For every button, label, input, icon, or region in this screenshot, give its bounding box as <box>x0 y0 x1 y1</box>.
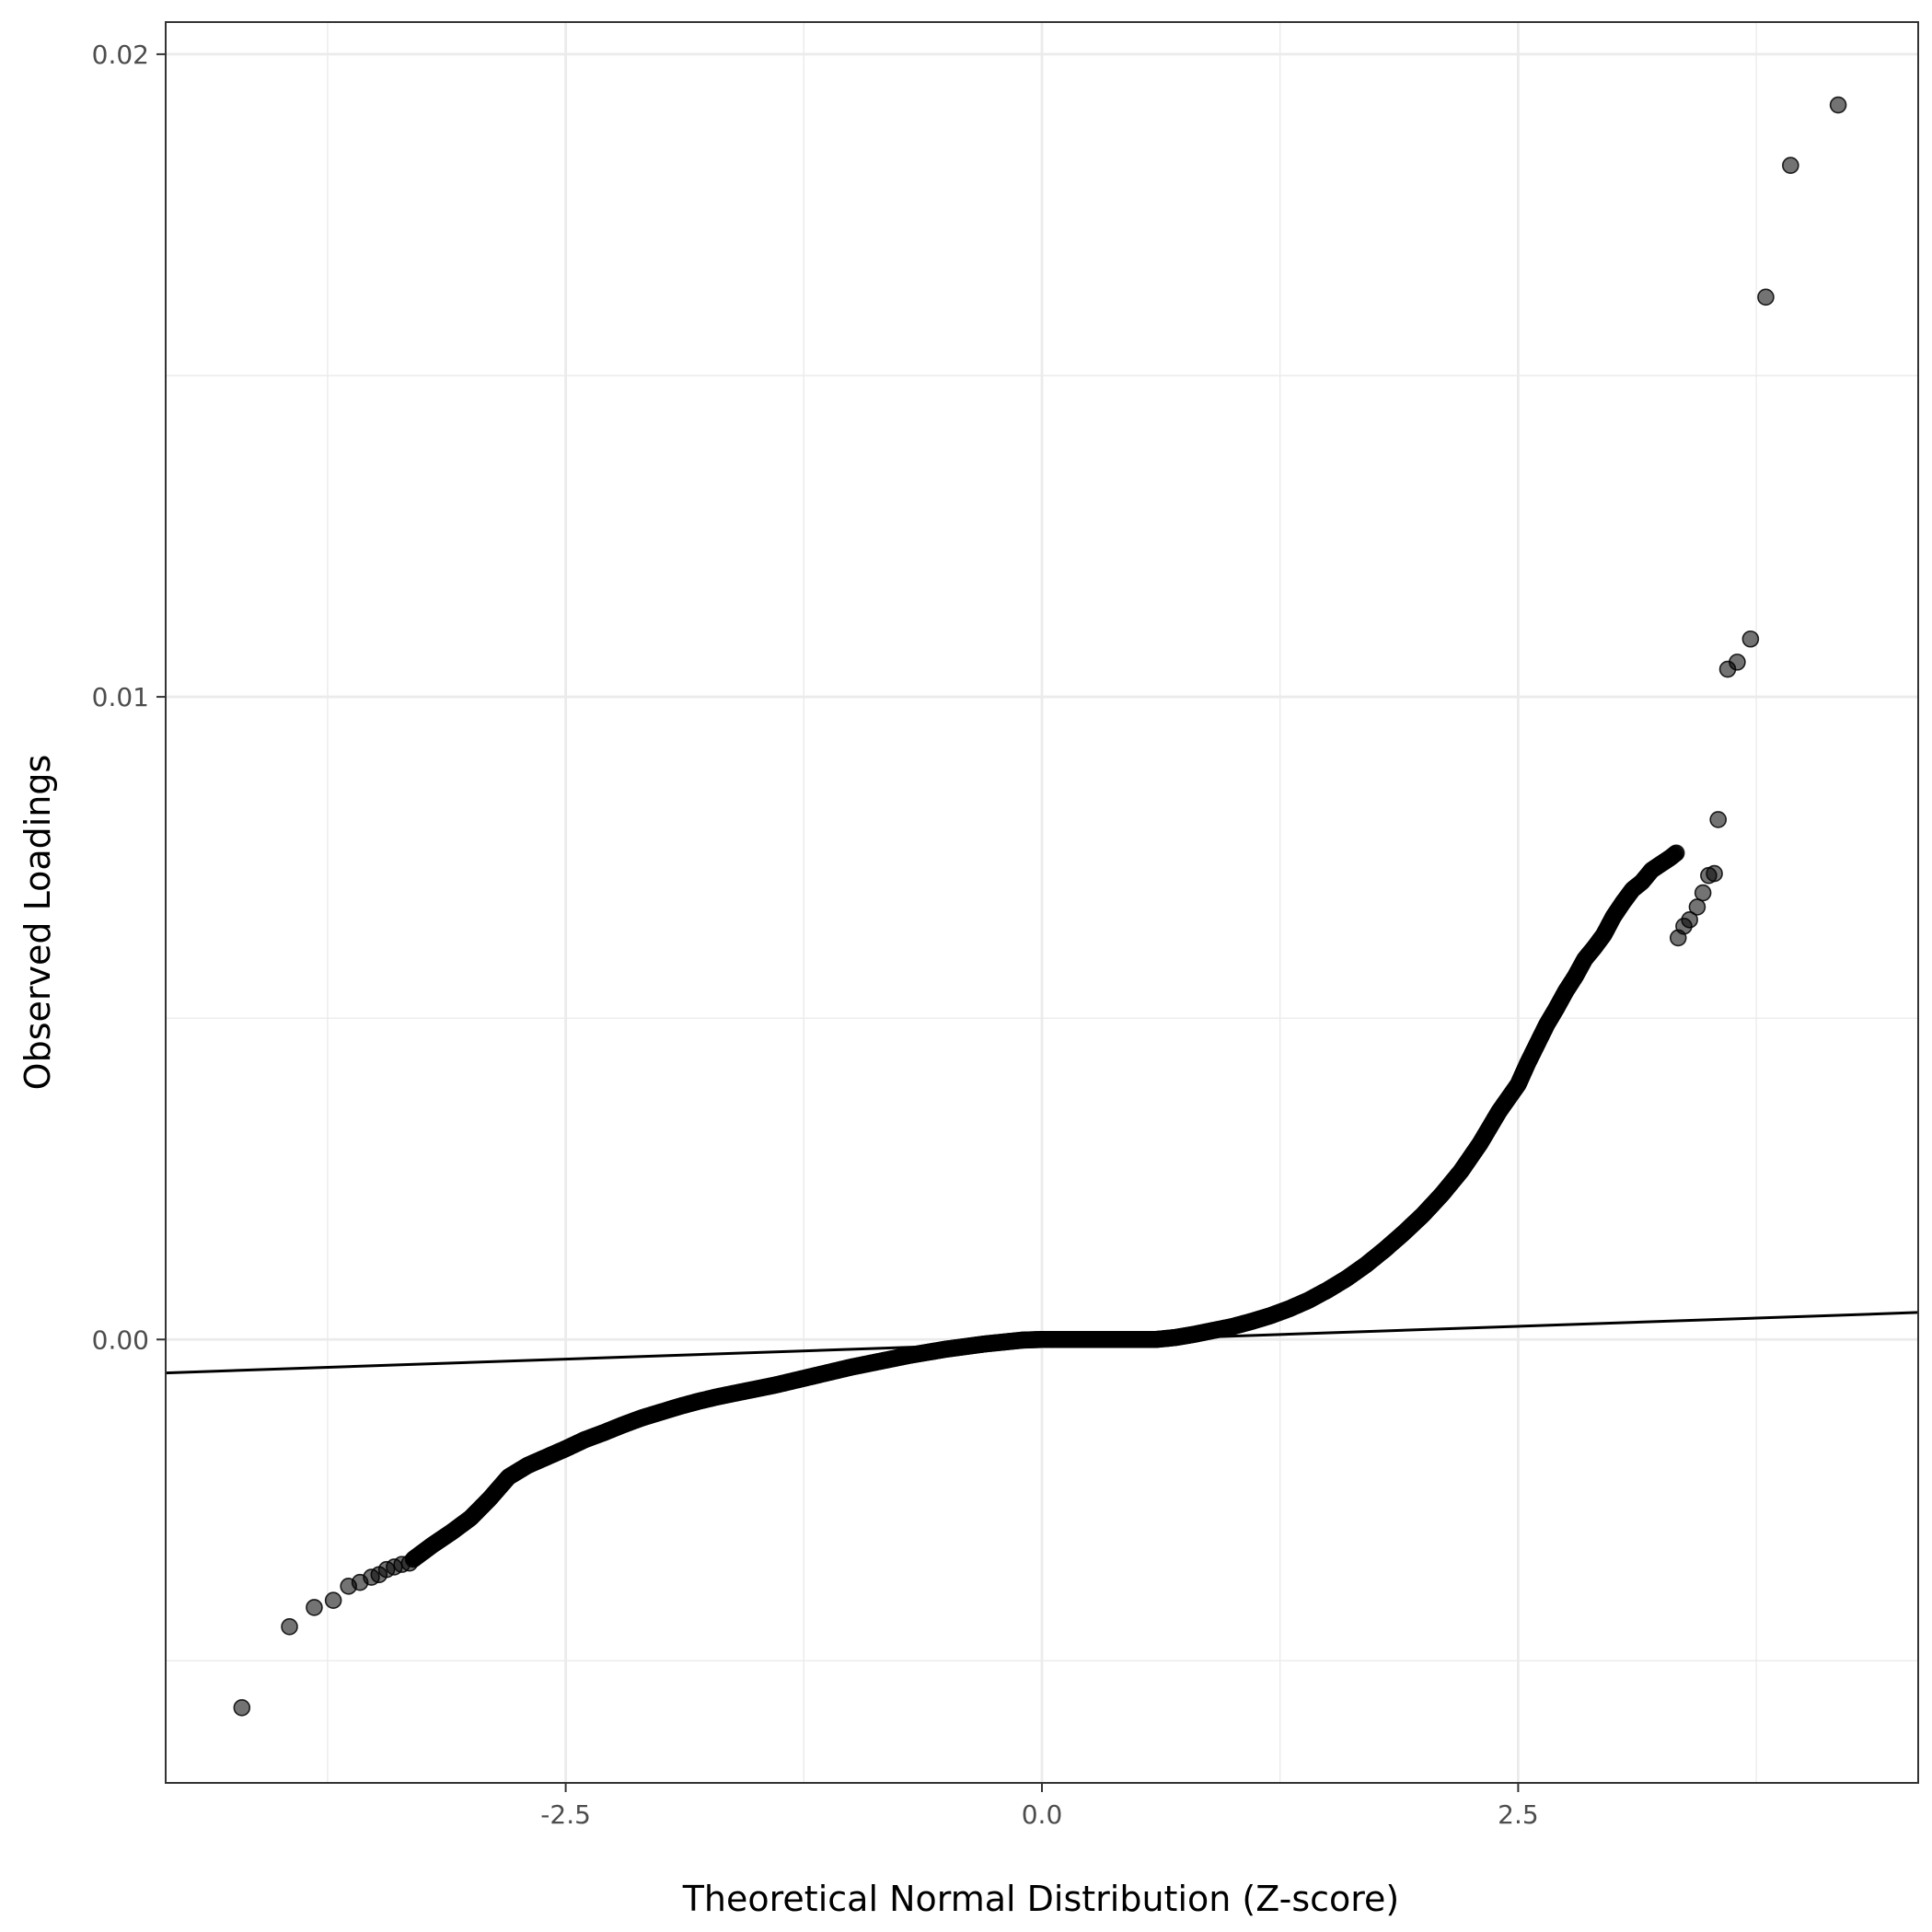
grid-layer <box>166 22 1918 1783</box>
x-tick-label: 2.5 <box>1498 1799 1539 1830</box>
data-point <box>324 1591 342 1610</box>
data-point <box>1700 866 1718 885</box>
data-point <box>1782 156 1799 174</box>
x-tick-label: -2.5 <box>540 1799 591 1830</box>
x-axis-title: Theoretical Normal Distribution (Z-score… <box>682 1879 1400 1919</box>
data-point <box>1829 96 1847 114</box>
data-point <box>1667 844 1685 862</box>
data-point <box>1694 884 1712 902</box>
data-point <box>233 1699 251 1717</box>
data-point <box>1669 929 1687 947</box>
y-tick-label: 0.02 <box>92 40 149 70</box>
data-point <box>281 1618 298 1636</box>
y-tick-label: 0.01 <box>92 682 149 712</box>
y-tick-label: 0.00 <box>92 1325 149 1355</box>
data-point <box>306 1599 323 1616</box>
axes-layer: -2.5 0.0 2.5 0.00 0.01 0.02 <box>92 40 1539 1830</box>
data-point <box>1729 654 1746 671</box>
data-point <box>1688 898 1706 916</box>
x-tick-label: 0.0 <box>1022 1799 1063 1830</box>
y-axis-title: Observed Loadings <box>17 755 58 1091</box>
points-layer <box>233 96 1847 1717</box>
data-point <box>400 1554 419 1572</box>
data-point <box>1757 288 1775 307</box>
data-point <box>1741 630 1760 648</box>
data-point <box>1709 811 1727 828</box>
